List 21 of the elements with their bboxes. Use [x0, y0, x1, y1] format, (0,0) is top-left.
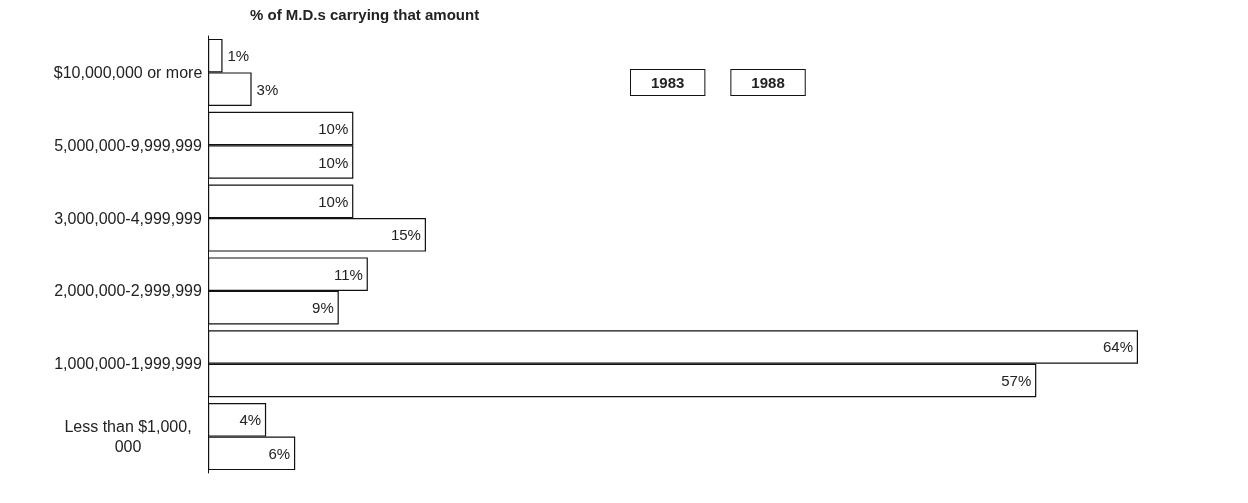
y-tick-label: Less than $1,000,000: [64, 418, 192, 456]
y-tick-label: $10,000,000 or more: [53, 63, 203, 81]
data-label: 64%: [1102, 338, 1133, 356]
text: 1983: [651, 74, 685, 91]
y-tick-label: 5,000,000-9,999,999: [54, 136, 202, 154]
data-label: 4%: [239, 411, 262, 429]
y-tick-label: 2,000,000-2,999,999: [54, 282, 202, 300]
data-label: 3%: [256, 80, 279, 98]
data-label: 11%: [333, 265, 363, 283]
y-tick-label: 1,000,000-1,999,999: [54, 355, 202, 373]
data-label: 9%: [312, 299, 334, 317]
chart-title: % of M.D.s carrying that amount: [250, 6, 480, 23]
y-tick-label: 3,000,000-4,999,999: [54, 209, 202, 227]
data-label: 1%: [227, 47, 250, 65]
data-label: 10%: [318, 153, 349, 171]
text: 1988: [751, 74, 785, 91]
data-label: 10%: [318, 120, 349, 137]
data-label: 57%: [1001, 372, 1032, 389]
data-label: 15%: [390, 226, 421, 244]
data-label: 6%: [268, 444, 291, 462]
data-label: 10%: [318, 192, 349, 210]
